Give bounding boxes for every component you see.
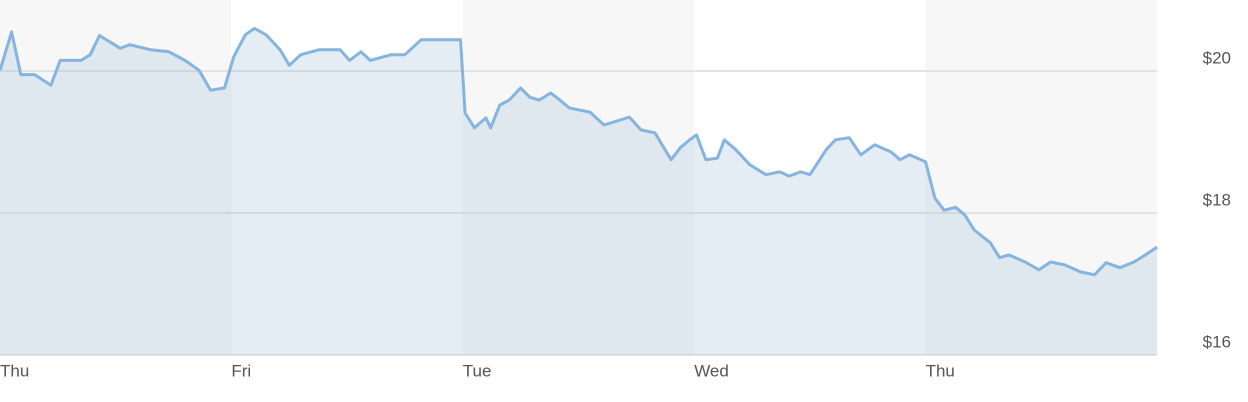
y-tick-label: $16	[1203, 332, 1231, 351]
price-line	[0, 26, 1158, 277]
day-band	[0, 0, 232, 355]
x-tick-label: Thu	[926, 361, 955, 380]
x-tick-label: Fri	[231, 361, 251, 380]
y-tick-label: $18	[1203, 190, 1231, 209]
x-tick-label: Tue	[463, 361, 492, 380]
x-tick-label: Thu	[0, 361, 29, 380]
day-band	[925, 0, 1157, 355]
day-band	[462, 0, 695, 355]
x-tick-label: Wed	[694, 361, 729, 380]
y-tick-label: $20	[1203, 48, 1231, 67]
area-fill	[0, 28, 1157, 356]
